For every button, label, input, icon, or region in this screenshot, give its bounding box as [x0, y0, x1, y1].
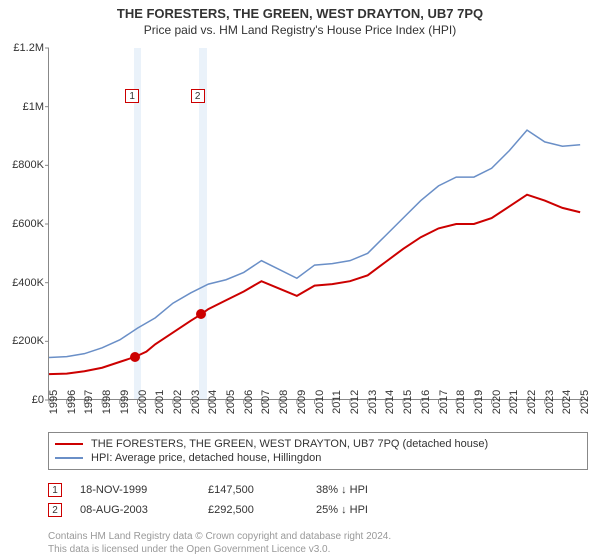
footnote-line-2: This data is licensed under the Open Gov…	[48, 543, 588, 556]
legend-row: THE FORESTERS, THE GREEN, WEST DRAYTON, …	[55, 437, 581, 451]
x-tick-label: 2011	[331, 390, 343, 414]
x-tick-label: 2008	[278, 390, 290, 414]
x-tick-label: 1996	[66, 390, 78, 414]
footnote-line-1: Contains HM Land Registry data © Crown c…	[48, 530, 588, 543]
x-tick-label: 2012	[349, 390, 361, 414]
x-tick-label: 2009	[296, 390, 308, 414]
y-tick-label: £800K	[12, 159, 44, 171]
transaction-price: £292,500	[208, 504, 298, 516]
y-tick-label: £1.2M	[13, 42, 44, 54]
y-tick-label: £200K	[12, 335, 44, 347]
chart-title: THE FORESTERS, THE GREEN, WEST DRAYTON, …	[0, 0, 600, 21]
x-tick-label: 1997	[83, 390, 95, 414]
legend-swatch	[55, 443, 83, 445]
transaction-date: 18-NOV-1999	[80, 484, 190, 496]
legend-label: THE FORESTERS, THE GREEN, WEST DRAYTON, …	[91, 438, 488, 450]
transaction-diff: 25% ↓ HPI	[316, 504, 426, 516]
y-tick-label: £0	[32, 394, 44, 406]
x-tick-label: 1999	[119, 390, 131, 414]
x-tick-label: 2023	[544, 390, 556, 414]
x-tick-label: 1998	[101, 390, 113, 414]
legend-area: THE FORESTERS, THE GREEN, WEST DRAYTON, …	[48, 432, 588, 520]
transaction-dot	[196, 309, 206, 319]
transaction-row: 2 08-AUG-2003 £292,500 25% ↓ HPI	[48, 500, 588, 520]
x-tick-label: 2022	[526, 390, 538, 414]
x-tick-label: 2019	[473, 390, 485, 414]
legend-swatch	[55, 457, 83, 459]
plot-area: 12	[48, 48, 588, 400]
legend-label: HPI: Average price, detached house, Hill…	[91, 452, 321, 464]
x-tick-label: 2018	[455, 390, 467, 414]
x-tick-label: 2014	[384, 390, 396, 414]
transaction-row: 1 18-NOV-1999 £147,500 38% ↓ HPI	[48, 480, 588, 500]
x-tick-label: 2003	[190, 390, 202, 414]
x-tick-label: 2007	[260, 390, 272, 414]
transaction-dot	[130, 352, 140, 362]
x-tick-label: 2010	[314, 390, 326, 414]
legend-row: HPI: Average price, detached house, Hill…	[55, 451, 581, 465]
x-tick-label: 2005	[225, 390, 237, 414]
x-tick-label: 2002	[172, 390, 184, 414]
x-tick-label: 2017	[438, 390, 450, 414]
transaction-marker: 1	[48, 483, 62, 497]
transaction-price: £147,500	[208, 484, 298, 496]
series-property	[49, 195, 580, 375]
transactions-table: 1 18-NOV-1999 £147,500 38% ↓ HPI 2 08-AUG-200…	[48, 480, 588, 520]
x-tick-label: 2013	[367, 390, 379, 414]
y-tick-label: £1M	[23, 101, 44, 113]
x-tick-label: 2020	[491, 390, 503, 414]
x-tick-label: 2025	[579, 390, 591, 414]
marker-box-1: 1	[125, 89, 139, 103]
transaction-marker: 2	[48, 503, 62, 517]
series-hpi	[49, 130, 580, 357]
transaction-date: 08-AUG-2003	[80, 504, 190, 516]
x-tick-label: 2006	[243, 390, 255, 414]
y-tick-label: £400K	[12, 277, 44, 289]
legend-box: THE FORESTERS, THE GREEN, WEST DRAYTON, …	[48, 432, 588, 470]
x-tick-label: 2004	[207, 390, 219, 414]
x-tick-label: 2024	[561, 390, 573, 414]
marker-box-2: 2	[191, 89, 205, 103]
x-tick-label: 2021	[508, 390, 520, 414]
chart-container: THE FORESTERS, THE GREEN, WEST DRAYTON, …	[0, 0, 600, 560]
chart-subtitle: Price paid vs. HM Land Registry's House …	[0, 21, 600, 43]
x-tick-label: 1995	[48, 390, 60, 414]
footnote: Contains HM Land Registry data © Crown c…	[48, 530, 588, 556]
y-tick-label: £600K	[12, 218, 44, 230]
x-tick-label: 2015	[402, 390, 414, 414]
x-tick-label: 2000	[137, 390, 149, 414]
x-tick-label: 2016	[420, 390, 432, 414]
transaction-diff: 38% ↓ HPI	[316, 484, 426, 496]
x-tick-label: 2001	[154, 390, 166, 414]
